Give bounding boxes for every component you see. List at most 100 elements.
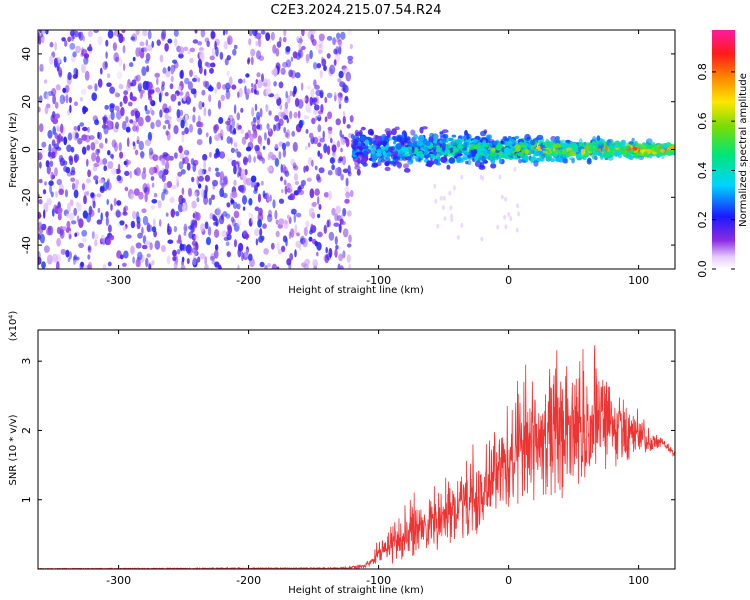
heatmap-cell — [62, 87, 67, 94]
heatmap-cell — [151, 199, 158, 204]
heatmap-cell — [335, 245, 339, 250]
heatmap-cell — [259, 261, 265, 268]
heatmap-cell — [261, 73, 264, 83]
heatmap-cell — [504, 196, 508, 202]
heatmap-cell — [138, 191, 144, 200]
heatmap-cell — [394, 126, 400, 131]
heatmap-cell — [507, 212, 511, 217]
heatmap-cell — [331, 207, 336, 216]
heatmap-cell — [113, 197, 117, 207]
heatmap-cell — [51, 88, 57, 97]
heatmap-cell — [56, 238, 61, 247]
heatmap-cell — [122, 262, 127, 267]
heatmap-cell — [39, 95, 43, 103]
heatmap-cell — [57, 126, 61, 132]
heatmap-cell — [147, 131, 152, 142]
heatmap-cell — [104, 104, 109, 110]
heatmap-cell — [340, 147, 343, 153]
heatmap-cell — [328, 231, 335, 241]
heatmap-cell — [467, 159, 472, 166]
heatmap-cell — [208, 166, 212, 172]
heatmap-cell — [298, 42, 302, 51]
heatmap-cell — [99, 238, 104, 245]
heatmap-cell — [141, 66, 147, 77]
heatmap-cell — [278, 218, 285, 225]
heatmap-cell — [546, 144, 553, 149]
heatmap-cell — [140, 90, 144, 98]
heatmap-cell — [272, 44, 277, 54]
heatmap-cell — [338, 70, 344, 79]
heatmap-ylabel: Frequency (Hz) — [8, 112, 19, 188]
heatmap-cell — [222, 30, 226, 36]
heatmap-cell — [232, 48, 237, 56]
heatmap-cell — [204, 256, 208, 266]
heatmap-cell — [384, 128, 391, 134]
heatmap-cell — [296, 232, 300, 237]
heatmap-cell — [77, 125, 81, 132]
heatmap-cell — [68, 234, 72, 240]
heatmap-cell — [92, 166, 98, 172]
heatmap-cell — [244, 132, 249, 140]
heatmap-cell — [95, 179, 99, 185]
heatmap-cell — [160, 31, 166, 41]
heatmap-cell — [145, 109, 151, 115]
heatmap-cell — [234, 239, 237, 248]
heatmap-cell — [371, 164, 378, 168]
heatmap-cell — [206, 40, 210, 47]
heatmap-cell — [86, 158, 89, 167]
heatmap-cell — [225, 82, 231, 90]
heatmap-cell — [81, 47, 84, 56]
heatmap-cell — [72, 51, 77, 58]
heatmap-cell — [295, 72, 301, 79]
heatmap-cell — [176, 239, 183, 245]
heatmap-cell — [342, 228, 349, 238]
heatmap-cell — [496, 224, 500, 230]
heatmap-cell — [141, 171, 147, 180]
heatmap-cell — [345, 138, 350, 148]
heatmap-cell — [94, 234, 99, 240]
heatmap-cell — [354, 165, 361, 170]
heatmap-cell — [654, 147, 660, 153]
heatmap-cell — [38, 123, 44, 133]
heatmap-cell — [613, 144, 620, 149]
heatmap-cell — [261, 157, 265, 164]
heatmap-cell — [294, 97, 300, 107]
heatmap-cell — [273, 67, 278, 77]
heatmap-cell — [295, 212, 302, 218]
heatmap-cell — [490, 163, 497, 169]
heatmap-cell — [345, 177, 349, 187]
heatmap-cell — [350, 142, 357, 149]
heatmap-cell — [345, 191, 351, 199]
heatmap-cell — [441, 138, 447, 143]
heatmap-cell — [57, 133, 62, 143]
heatmap-cell — [284, 132, 289, 138]
heatmap-cell — [191, 77, 197, 82]
heatmap-cell — [273, 81, 277, 87]
heatmap-cell — [214, 124, 220, 132]
heatmap-cell — [254, 206, 260, 211]
heatmap-cell — [342, 110, 346, 117]
heatmap-cell — [183, 149, 190, 156]
heatmap-cell — [565, 139, 571, 143]
heatmap-cell — [470, 143, 476, 151]
heatmap-cell — [280, 245, 286, 253]
heatmap-cell — [38, 251, 41, 260]
heatmap-cell — [160, 244, 166, 253]
heatmap-cell — [279, 68, 285, 73]
heatmap-cell — [52, 117, 59, 125]
heatmap-cell — [226, 202, 231, 208]
heatmap-cell — [285, 141, 290, 147]
heatmap-cell — [151, 182, 155, 188]
heatmap-cell — [545, 154, 553, 162]
heatmap-cell — [323, 143, 328, 154]
heatmap-cell — [326, 53, 331, 59]
heatmap-cell — [346, 243, 352, 248]
heatmap-cell — [289, 90, 293, 97]
heatmap-cell — [281, 189, 284, 194]
heatmap-cell — [331, 144, 337, 153]
heatmap-cell — [238, 78, 243, 84]
heatmap-cell — [562, 158, 568, 164]
heatmap-cell — [416, 140, 424, 147]
heatmap-cell — [61, 37, 66, 42]
heatmap-cell — [324, 96, 328, 104]
